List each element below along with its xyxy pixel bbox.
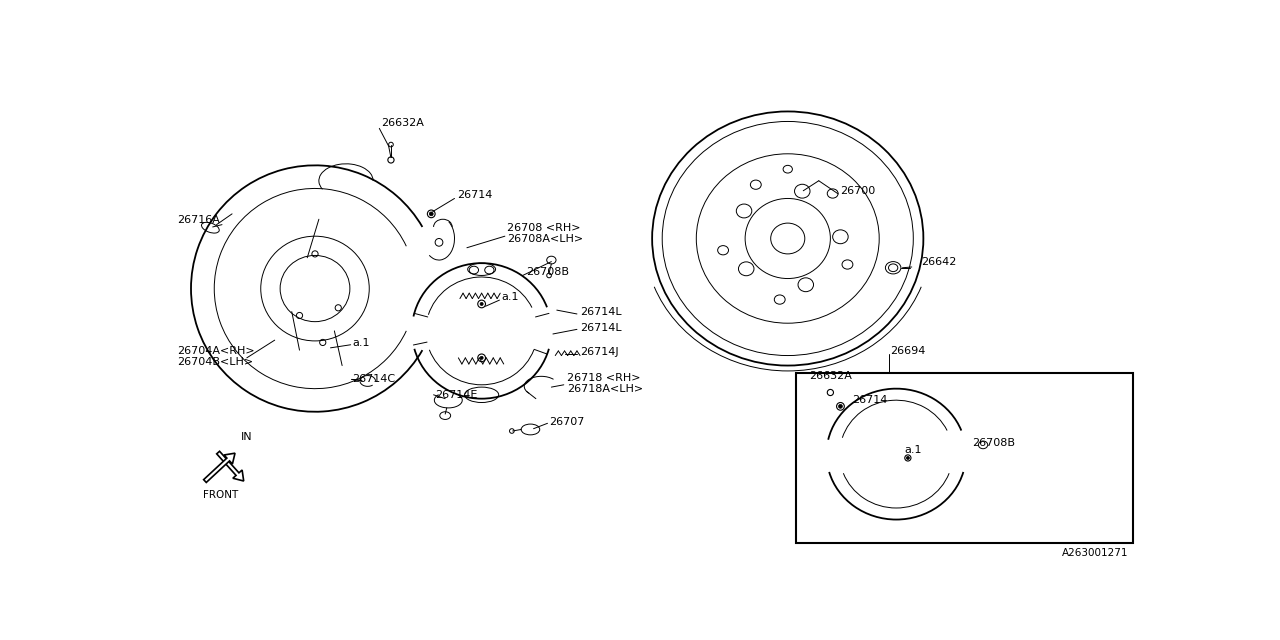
Text: IN: IN [241,432,252,442]
Circle shape [838,404,842,408]
Text: 26708B: 26708B [973,438,1015,448]
FancyArrow shape [216,451,243,481]
Text: 26632A: 26632A [809,371,852,381]
Text: 26714: 26714 [852,395,887,405]
Text: 26714C: 26714C [352,374,396,385]
Text: FRONT: FRONT [204,490,238,500]
FancyArrow shape [204,453,236,483]
Text: 26714J: 26714J [580,348,618,358]
Text: 26704B<LH>: 26704B<LH> [177,358,253,367]
Text: A263001271: A263001271 [1062,548,1129,557]
Text: 26642: 26642 [922,257,956,267]
Text: 26714: 26714 [458,189,493,200]
Text: 26718 <RH>: 26718 <RH> [567,373,640,383]
Circle shape [906,456,909,460]
Text: 26694: 26694 [890,346,925,356]
Text: 26708B: 26708B [526,267,568,276]
Text: 26707: 26707 [549,417,585,427]
Circle shape [480,303,483,305]
Text: 26708A<LH>: 26708A<LH> [507,234,584,244]
Text: 26704A<RH>: 26704A<RH> [177,346,255,356]
Text: a.1: a.1 [352,338,370,348]
Bar [795,373,1133,543]
Text: 26716A: 26716A [177,215,220,225]
Text: a.1: a.1 [500,292,518,302]
Text: 26632A: 26632A [381,118,424,128]
Text: 26714L: 26714L [580,307,622,317]
Text: 26714L: 26714L [580,323,622,333]
Text: 26718A<LH>: 26718A<LH> [567,385,643,394]
Circle shape [480,356,483,360]
Circle shape [429,212,433,216]
Text: 26708 <RH>: 26708 <RH> [507,223,581,233]
Text: a.1: a.1 [904,445,922,455]
Text: 26700: 26700 [841,186,876,196]
Text: 26714E: 26714E [435,390,477,400]
